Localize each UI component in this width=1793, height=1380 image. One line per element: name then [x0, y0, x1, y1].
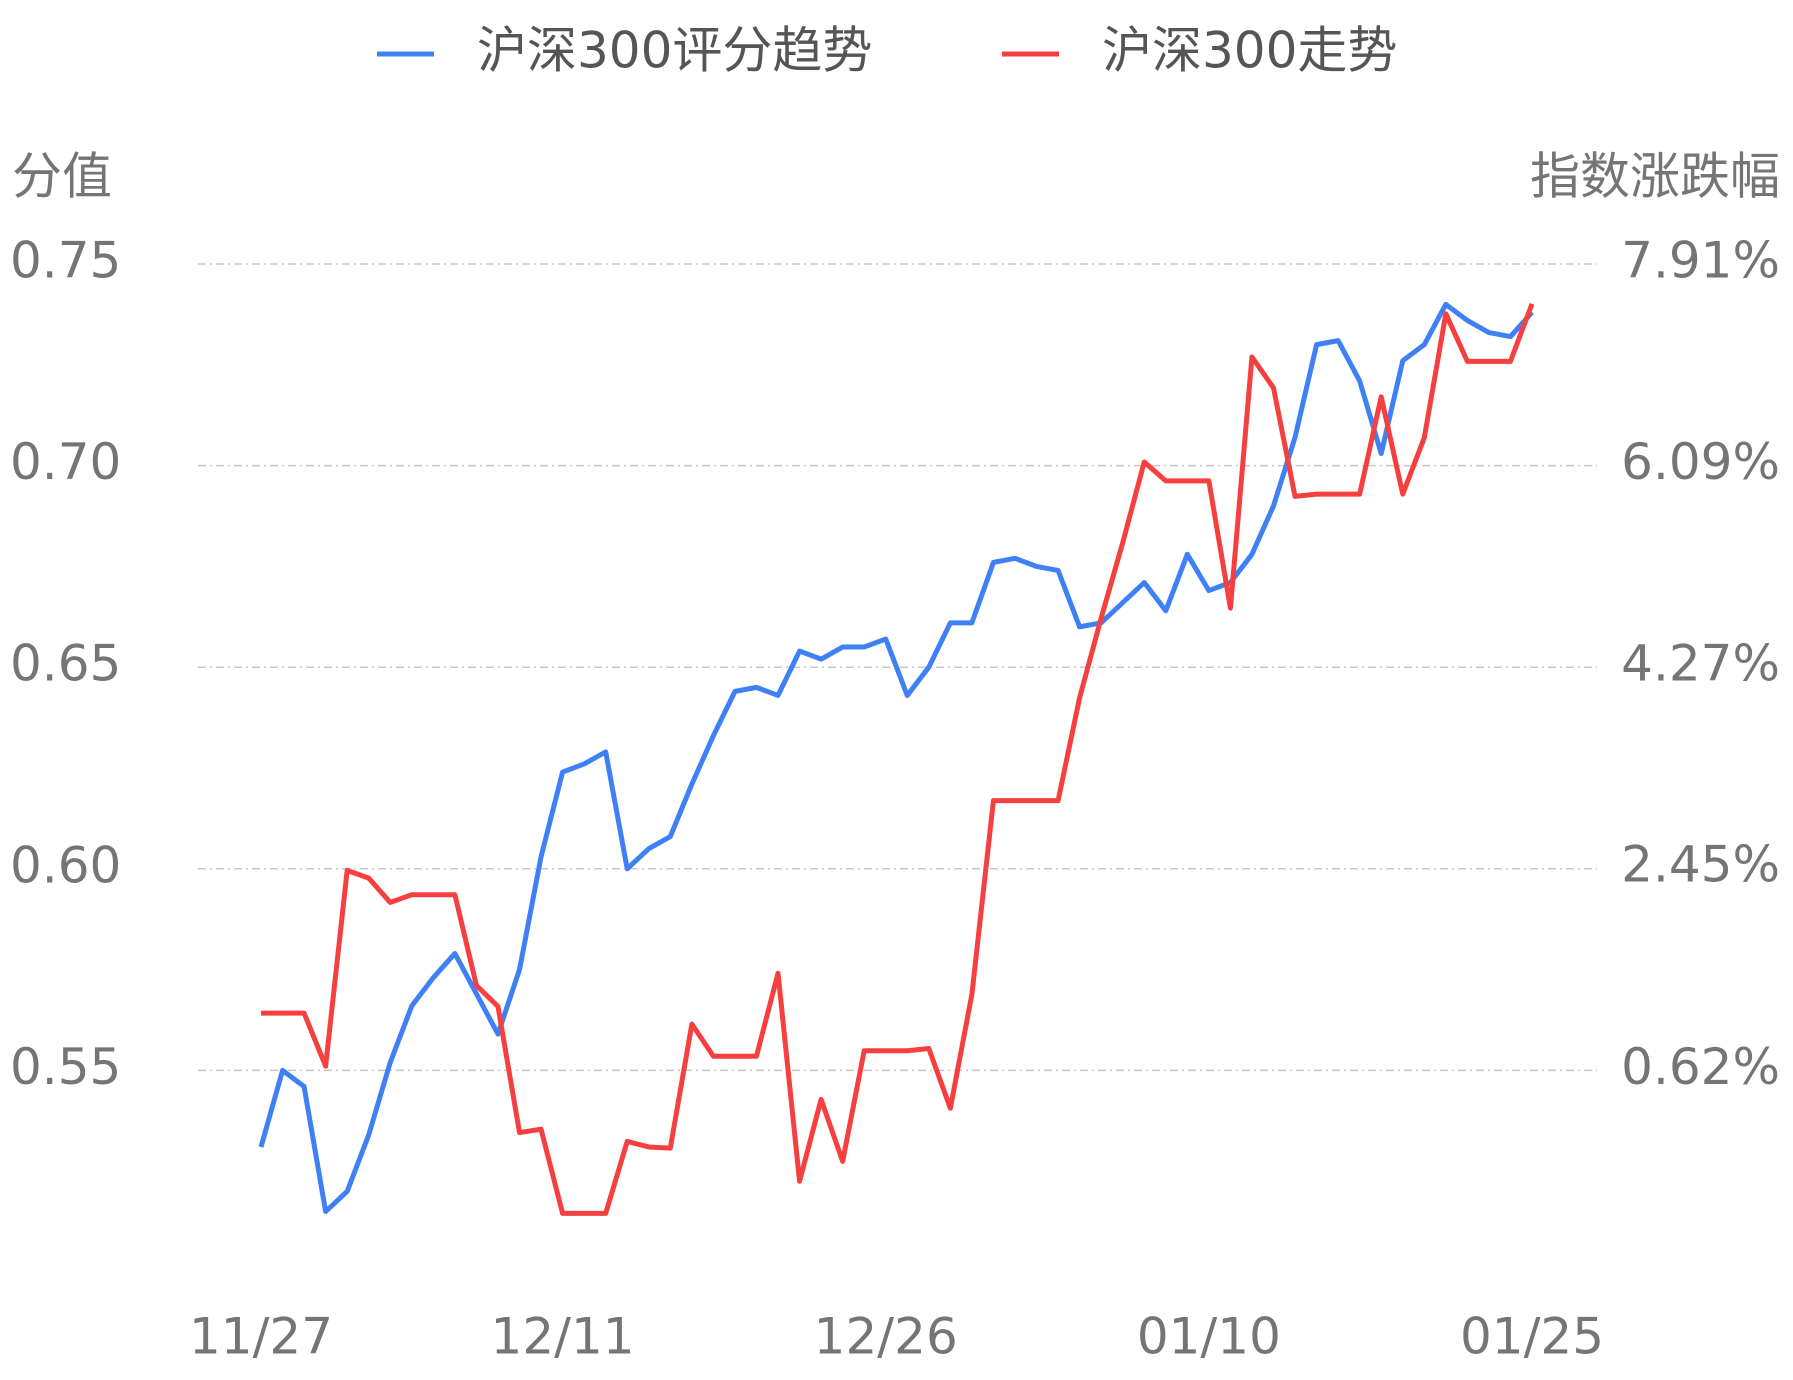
y2-tick-label: 4.27% — [1621, 634, 1780, 692]
x-tick-label: 12/26 — [814, 1308, 958, 1366]
x-tick-label: 01/10 — [1137, 1308, 1281, 1366]
y-tick-label: 0.60 — [10, 836, 121, 894]
y-tick-label: 0.75 — [10, 232, 121, 290]
x-tick-label: 12/11 — [491, 1308, 635, 1366]
x-tick-label: 01/25 — [1460, 1308, 1604, 1366]
y2-tick-label: 0.62% — [1621, 1038, 1780, 1096]
y-tick-label: 0.65 — [10, 635, 121, 693]
y2-axis-label: 指数涨跌幅 — [1530, 148, 1780, 206]
y-tick-label: 0.55 — [10, 1038, 121, 1096]
y-tick-label: 0.70 — [10, 433, 121, 491]
legend-label: 沪深300评分趋势 — [477, 22, 872, 80]
series-line — [258, 301, 1534, 1215]
y2-tick-label: 2.45% — [1621, 836, 1780, 894]
y2-tick-label: 7.91% — [1621, 232, 1780, 290]
series-line — [261, 302, 1535, 1216]
x-tick-label: 11/27 — [189, 1308, 333, 1366]
y2-tick-label: 6.09% — [1621, 433, 1780, 491]
legend-label: 沪深300走势 — [1102, 22, 1397, 80]
y-axis-label: 分值 — [12, 148, 112, 206]
